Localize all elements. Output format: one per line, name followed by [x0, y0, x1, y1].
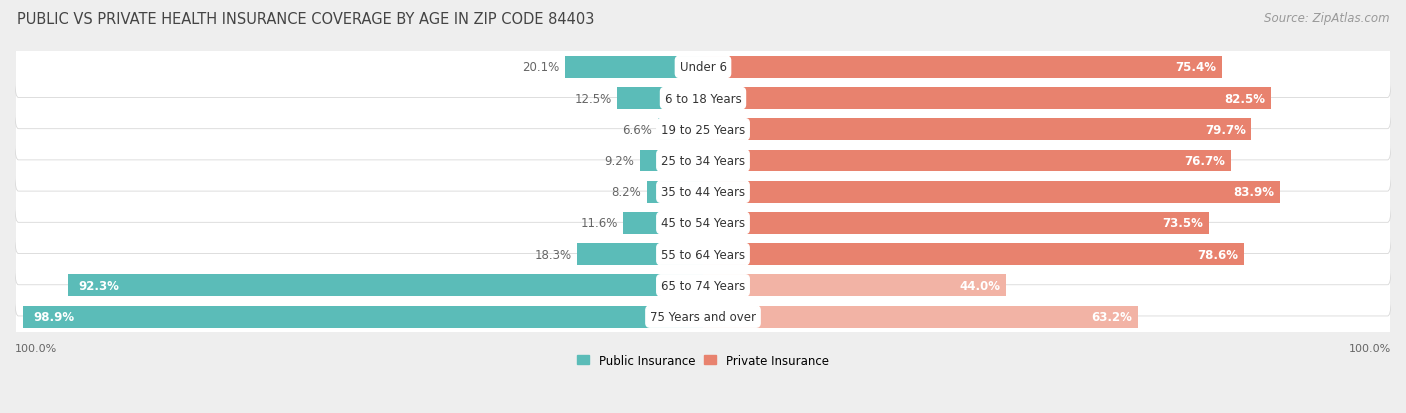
- Text: 100.0%: 100.0%: [15, 343, 58, 353]
- Text: 9.2%: 9.2%: [605, 154, 634, 168]
- Bar: [623, 213, 703, 234]
- Bar: [565, 57, 703, 78]
- Legend: Public Insurance, Private Insurance: Public Insurance, Private Insurance: [572, 349, 834, 371]
- Text: 8.2%: 8.2%: [612, 186, 641, 199]
- Bar: [617, 88, 703, 110]
- Bar: [703, 306, 1137, 328]
- FancyBboxPatch shape: [15, 68, 1391, 129]
- Text: 79.7%: 79.7%: [1205, 123, 1246, 136]
- Text: Source: ZipAtlas.com: Source: ZipAtlas.com: [1264, 12, 1389, 25]
- Text: 35 to 44 Years: 35 to 44 Years: [661, 186, 745, 199]
- FancyBboxPatch shape: [15, 131, 1391, 192]
- Text: 18.3%: 18.3%: [534, 248, 572, 261]
- Text: 19 to 25 Years: 19 to 25 Years: [661, 123, 745, 136]
- Text: 45 to 54 Years: 45 to 54 Years: [661, 217, 745, 230]
- Bar: [703, 275, 1005, 297]
- Bar: [703, 150, 1230, 172]
- FancyBboxPatch shape: [15, 286, 1391, 347]
- Bar: [703, 213, 1209, 234]
- Text: 12.5%: 12.5%: [574, 93, 612, 105]
- FancyBboxPatch shape: [15, 162, 1391, 223]
- FancyBboxPatch shape: [15, 255, 1391, 316]
- FancyBboxPatch shape: [15, 224, 1391, 285]
- Bar: [658, 119, 703, 141]
- FancyBboxPatch shape: [15, 193, 1391, 254]
- Text: 75 Years and over: 75 Years and over: [650, 310, 756, 323]
- Text: 100.0%: 100.0%: [1348, 343, 1391, 353]
- Bar: [22, 306, 703, 328]
- Text: 78.6%: 78.6%: [1198, 248, 1239, 261]
- Bar: [640, 150, 703, 172]
- Text: 20.1%: 20.1%: [522, 61, 560, 74]
- Text: 25 to 34 Years: 25 to 34 Years: [661, 154, 745, 168]
- Text: 83.9%: 83.9%: [1233, 186, 1275, 199]
- Text: 6 to 18 Years: 6 to 18 Years: [665, 93, 741, 105]
- Text: 65 to 74 Years: 65 to 74 Years: [661, 279, 745, 292]
- Text: 73.5%: 73.5%: [1163, 217, 1204, 230]
- Bar: [703, 244, 1244, 266]
- Bar: [647, 181, 703, 203]
- FancyBboxPatch shape: [15, 37, 1391, 98]
- Text: 55 to 64 Years: 55 to 64 Years: [661, 248, 745, 261]
- Text: 82.5%: 82.5%: [1225, 93, 1265, 105]
- Text: 98.9%: 98.9%: [32, 310, 75, 323]
- Bar: [703, 88, 1271, 110]
- Text: 44.0%: 44.0%: [959, 279, 1000, 292]
- Text: 76.7%: 76.7%: [1184, 154, 1225, 168]
- FancyBboxPatch shape: [15, 100, 1391, 161]
- Text: PUBLIC VS PRIVATE HEALTH INSURANCE COVERAGE BY AGE IN ZIP CODE 84403: PUBLIC VS PRIVATE HEALTH INSURANCE COVER…: [17, 12, 595, 27]
- Text: 75.4%: 75.4%: [1175, 61, 1216, 74]
- Text: 6.6%: 6.6%: [623, 123, 652, 136]
- Bar: [703, 57, 1222, 78]
- Text: Under 6: Under 6: [679, 61, 727, 74]
- Bar: [576, 244, 703, 266]
- Text: 63.2%: 63.2%: [1091, 310, 1132, 323]
- Text: 11.6%: 11.6%: [581, 217, 617, 230]
- Bar: [703, 119, 1251, 141]
- Bar: [703, 181, 1281, 203]
- Bar: [67, 275, 703, 297]
- Text: 92.3%: 92.3%: [79, 279, 120, 292]
